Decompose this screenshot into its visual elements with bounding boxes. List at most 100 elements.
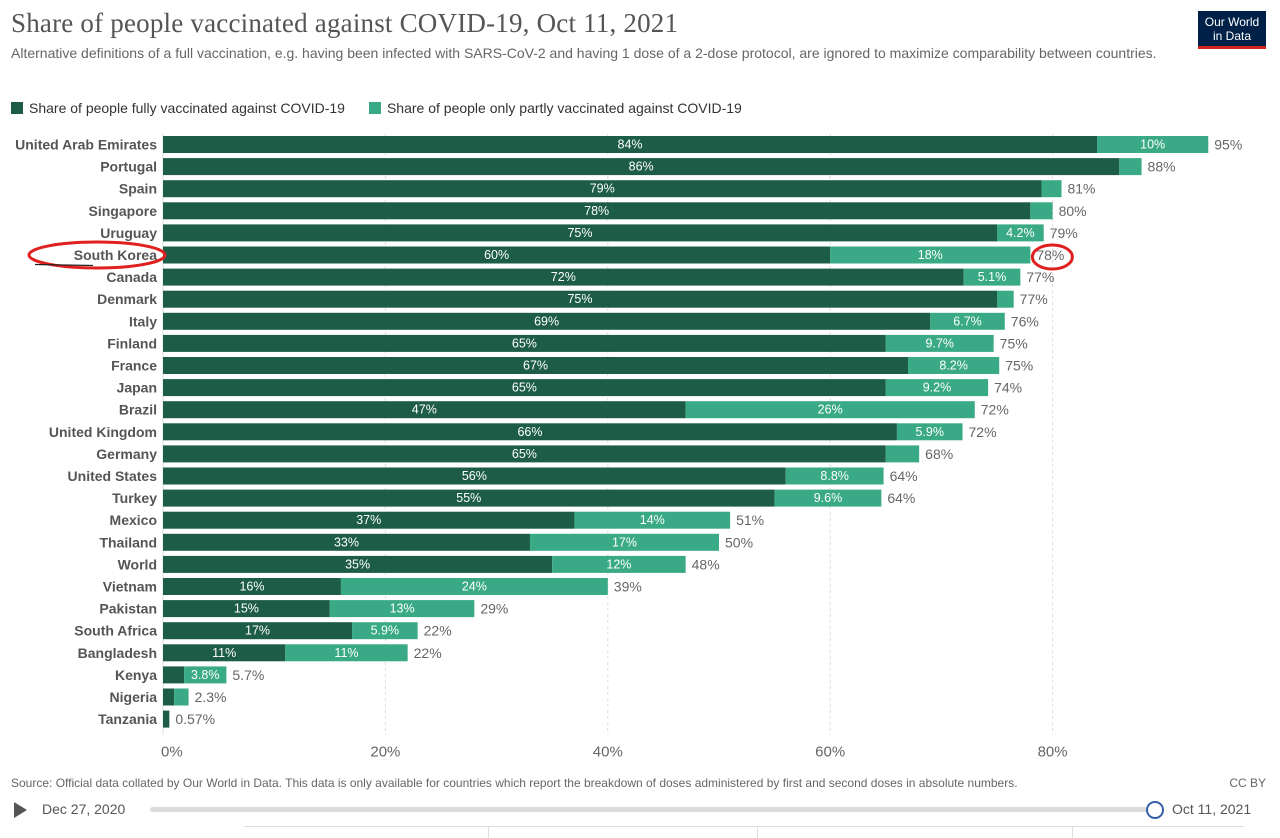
bar-fully xyxy=(163,290,997,308)
total-label: 51% xyxy=(736,512,764,528)
bar-label-fully: 84% xyxy=(618,138,643,152)
bar-label-partly: 5.9% xyxy=(915,425,944,439)
bar-label-partly: 10% xyxy=(1140,138,1165,152)
bar-label-fully: 75% xyxy=(567,292,592,306)
x-tick-label: 80% xyxy=(1038,744,1068,761)
annotation-circle-total xyxy=(1030,243,1074,271)
category-label[interactable]: Pakistan xyxy=(99,601,157,617)
bar-fully xyxy=(163,489,775,507)
bar-label-partly: 3.8% xyxy=(191,668,220,682)
bar-partly xyxy=(352,622,418,640)
category-label[interactable]: United Arab Emirates xyxy=(15,137,157,153)
bar-fully xyxy=(163,379,886,397)
category-label[interactable]: United Kingdom xyxy=(49,424,157,440)
category-label[interactable]: Italy xyxy=(129,313,157,329)
total-label: 0.57% xyxy=(175,711,215,727)
legend-item-fully[interactable]: Share of people fully vaccinated against… xyxy=(11,100,345,116)
bar-label-partly: 13% xyxy=(390,602,415,616)
total-label: 75% xyxy=(1005,358,1033,374)
category-label[interactable]: Canada xyxy=(106,269,157,285)
x-tick-label: 20% xyxy=(370,744,400,761)
bar-partly xyxy=(552,555,686,573)
bar-partly xyxy=(885,445,920,463)
total-label: 50% xyxy=(725,534,753,550)
bar-label-partly: 9.6% xyxy=(814,491,843,505)
x-tick-label: 40% xyxy=(593,744,623,761)
bar-label-partly: 26% xyxy=(818,403,843,417)
bar-partly xyxy=(285,644,408,662)
category-label[interactable]: Japan xyxy=(117,380,157,396)
category-label[interactable]: France xyxy=(111,358,157,374)
bar-label-partly: 24% xyxy=(462,580,487,594)
bar-fully xyxy=(163,511,575,529)
category-label[interactable]: South Korea xyxy=(74,247,157,263)
bar-label-partly: 9.7% xyxy=(925,336,954,350)
owid-logo[interactable]: Our World in Data xyxy=(1198,11,1266,49)
bar-partly xyxy=(340,578,608,595)
bar-label-fully: 79% xyxy=(590,182,615,196)
category-label[interactable]: Thailand xyxy=(99,534,157,550)
bar-fully xyxy=(163,180,1042,198)
bar-label-fully: 72% xyxy=(551,270,576,284)
category-label[interactable]: Germany xyxy=(96,446,157,462)
bar-label-fully: 33% xyxy=(334,535,359,549)
timeline-handle[interactable] xyxy=(1146,801,1164,819)
bar-label-partly: 9.2% xyxy=(923,381,952,395)
total-label: 77% xyxy=(1026,269,1054,285)
x-tick-label: 60% xyxy=(815,744,845,761)
category-label[interactable]: Uruguay xyxy=(100,225,157,241)
bar-label-partly: 8.2% xyxy=(939,359,968,373)
category-label[interactable]: Tanzania xyxy=(98,711,157,727)
bar-partly xyxy=(930,312,1005,330)
bar-partly xyxy=(574,511,731,529)
category-label[interactable]: Vietnam xyxy=(103,579,157,595)
license-link[interactable]: CC BY xyxy=(1229,776,1266,790)
timeline: Dec 27, 2020 Oct 11, 2021 xyxy=(0,798,1280,822)
bar-fully xyxy=(163,268,964,286)
tab-divider xyxy=(488,827,489,838)
bar-label-partly: 12% xyxy=(606,557,631,571)
category-label[interactable]: South Africa xyxy=(74,623,157,639)
bar-partly xyxy=(885,334,994,352)
total-label: 72% xyxy=(969,424,997,440)
bar-fully xyxy=(163,644,286,662)
category-label[interactable]: Turkey xyxy=(112,490,157,506)
total-label: 74% xyxy=(994,380,1022,396)
category-label[interactable]: Mexico xyxy=(110,512,157,528)
total-label: 95% xyxy=(1214,137,1242,153)
total-label: 88% xyxy=(1148,159,1176,175)
total-label: 48% xyxy=(692,556,720,572)
category-label[interactable]: Finland xyxy=(107,335,157,351)
category-label[interactable]: Portugal xyxy=(100,159,157,175)
category-label[interactable]: Singapore xyxy=(89,203,158,219)
category-label[interactable]: Spain xyxy=(119,181,157,197)
bar-label-fully: 86% xyxy=(629,160,654,174)
total-label: 2.3% xyxy=(195,689,227,705)
bar-fully xyxy=(163,467,786,485)
timeline-track[interactable] xyxy=(150,807,1155,812)
bar-partly xyxy=(1119,158,1142,176)
total-label: 78% xyxy=(1036,247,1064,263)
bar-partly xyxy=(997,290,1014,308)
source-note: Source: Official data collated by Our Wo… xyxy=(11,776,1018,790)
category-label[interactable]: World xyxy=(118,556,157,572)
bar-label-fully: 47% xyxy=(412,403,437,417)
total-label: 75% xyxy=(1000,335,1028,351)
total-label: 77% xyxy=(1020,291,1048,307)
total-label: 68% xyxy=(925,446,953,462)
category-label[interactable]: Brazil xyxy=(119,402,157,418)
bar-label-fully: 65% xyxy=(512,447,537,461)
bar-partly xyxy=(174,688,189,706)
category-label[interactable]: Nigeria xyxy=(110,689,158,705)
category-label[interactable]: Denmark xyxy=(97,291,157,307)
total-label: 5.7% xyxy=(232,667,264,683)
bar-label-partly: 5.1% xyxy=(978,270,1007,284)
tab-divider xyxy=(757,827,758,838)
legend-item-partly[interactable]: Share of people only partly vaccinated a… xyxy=(368,100,742,116)
x-tick-label: 0% xyxy=(161,744,183,761)
category-label[interactable]: Kenya xyxy=(115,667,157,683)
bar-fully xyxy=(163,600,330,618)
category-label[interactable]: Bangladesh xyxy=(78,645,157,661)
category-label[interactable]: United States xyxy=(68,468,158,484)
play-icon[interactable] xyxy=(14,802,27,818)
